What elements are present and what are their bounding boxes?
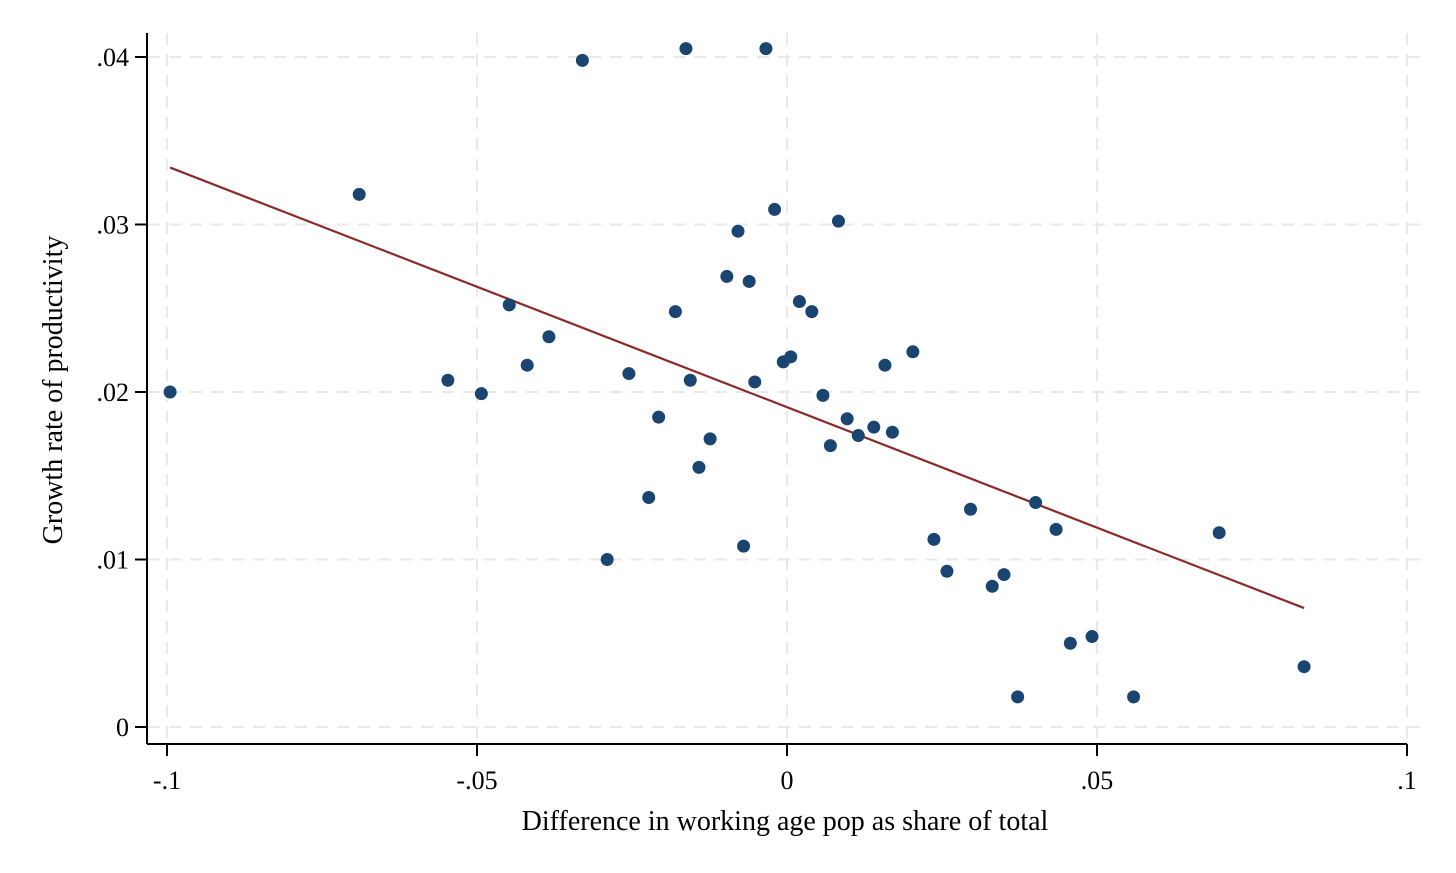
scatter-point	[759, 42, 773, 56]
scatter-point	[906, 345, 920, 359]
scatter-point	[851, 429, 865, 443]
scatter-point	[683, 373, 697, 387]
scatter-point	[474, 387, 488, 401]
scatter-point	[964, 502, 978, 516]
scatter-point	[642, 491, 656, 505]
y-tick-label: .01	[97, 546, 130, 575]
y-axis-title: Growth rate of productivity	[38, 236, 69, 545]
scatter-point	[542, 330, 556, 344]
scatter-point	[742, 274, 756, 288]
scatter-point	[831, 214, 845, 228]
scatter-point	[652, 410, 666, 424]
scatter-point	[692, 460, 706, 474]
scatter-point	[679, 42, 693, 56]
scatter-point	[878, 358, 892, 372]
scatter-point	[668, 305, 682, 319]
scatter-point	[748, 375, 762, 389]
scatter-point	[1063, 636, 1077, 650]
scatter-point	[703, 432, 717, 446]
scatter-point	[823, 439, 837, 453]
y-tick-label: .03	[97, 211, 130, 240]
scatter-point	[163, 385, 177, 399]
grid-lines	[148, 33, 1420, 743]
scatter-point	[768, 202, 782, 216]
scatter-point	[784, 350, 798, 364]
scatter-point	[720, 269, 734, 283]
scatter-point	[867, 420, 881, 434]
scatter-point	[1127, 690, 1141, 704]
scatter-point	[600, 553, 614, 566]
scatter-point	[816, 388, 830, 402]
scatter-point	[805, 305, 819, 319]
scatter-point	[885, 425, 899, 439]
x-tick-label: 0	[781, 766, 794, 795]
x-tick-label: -.1	[153, 766, 181, 795]
x-axis-title: Difference in working age pop as share o…	[522, 806, 1049, 837]
y-tick-label: 0	[116, 713, 129, 742]
y-tick-label: .02	[97, 378, 130, 407]
x-tick-label: -.05	[456, 766, 497, 795]
scatter-point	[441, 373, 455, 387]
axes	[146, 33, 1407, 745]
scatter-point	[1029, 496, 1043, 510]
tick-marks-and-labels: -.1 -.05 0 .05 .1 0 .01 .02 .03 .04	[97, 43, 1417, 795]
scatter-point	[502, 298, 516, 312]
scatter-point	[1049, 522, 1063, 536]
x-tick-label: .1	[1397, 766, 1417, 795]
scatter-point	[352, 187, 366, 201]
data-points-layer	[163, 42, 1311, 704]
scatter-point	[575, 53, 589, 67]
scatter-point	[737, 539, 751, 553]
scatter-point	[940, 564, 954, 578]
scatter-point	[1212, 526, 1226, 540]
y-tick-label: .04	[97, 43, 130, 72]
scatter-point	[1297, 660, 1311, 674]
fitted-regression-line	[169, 166, 1305, 610]
scatter-point	[520, 358, 534, 372]
scatter-point	[840, 412, 854, 426]
scatter-point	[927, 532, 941, 546]
scatter-point	[1085, 630, 1099, 644]
scatter-point	[622, 367, 636, 381]
fitted-line-layer	[169, 166, 1305, 610]
scatter-point	[985, 579, 999, 593]
x-tick-label: .05	[1081, 766, 1114, 795]
scatter-point	[731, 224, 745, 238]
scatter-point	[792, 295, 806, 309]
scatter-point	[997, 568, 1011, 582]
scatter-point	[1011, 690, 1025, 704]
